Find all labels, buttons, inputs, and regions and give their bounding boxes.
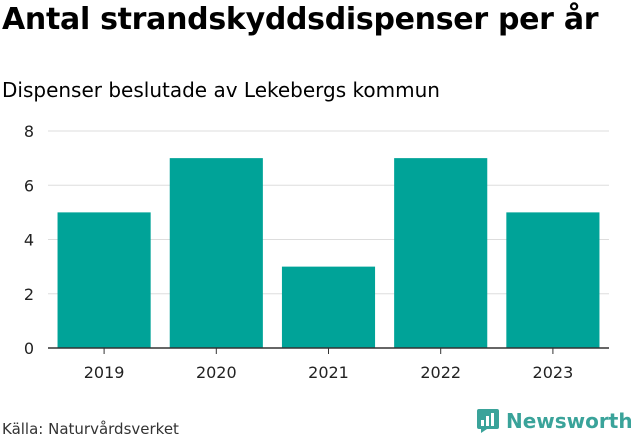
brand-logo: Newsworthy <box>476 408 631 434</box>
newsworthy-logo-icon <box>477 409 499 433</box>
bar <box>394 158 488 348</box>
source-note: Källa: Naturvårdsverket <box>2 420 179 438</box>
bar <box>281 266 376 348</box>
chart-title: Antal strandskyddsdispenser per år <box>2 2 599 37</box>
x-tick-label: 2023 <box>533 363 574 382</box>
y-tick-label: 6 <box>24 176 34 195</box>
chart-subtitle: Dispenser beslutade av Lekebergs kommun <box>2 78 440 102</box>
brand-name: Newsworthy <box>506 409 631 433</box>
bar <box>169 158 263 348</box>
bar-chart: 0 2 4 6 8 2019 2020 2021 2022 2023 <box>24 122 609 382</box>
x-tick-label: 2021 <box>308 363 349 382</box>
x-tick-label: 2022 <box>420 363 461 382</box>
bar <box>506 212 600 348</box>
x-tick-label: 2019 <box>84 363 125 382</box>
y-tick-label: 4 <box>24 231 34 250</box>
x-tick-label: 2020 <box>196 363 237 382</box>
y-tick-label: 8 <box>24 122 34 141</box>
bar <box>57 212 151 348</box>
y-tick-label: 0 <box>24 339 34 358</box>
y-tick-label: 2 <box>24 285 34 304</box>
